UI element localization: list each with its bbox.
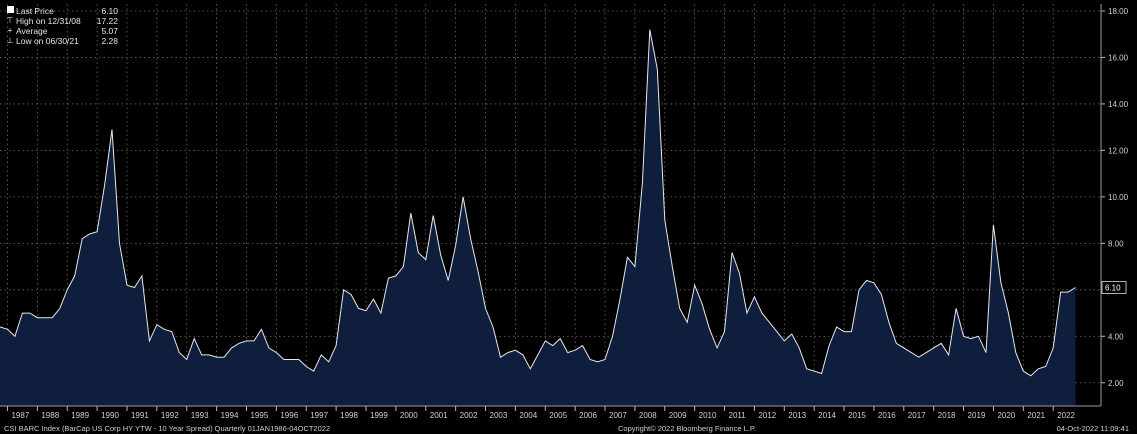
x-tick-label-7: 1994 bbox=[221, 411, 239, 420]
x-tick-label-35: 2022 bbox=[1057, 411, 1075, 420]
x-tick-label-32: 2019 bbox=[968, 411, 986, 420]
x-tick-label-25: 2012 bbox=[758, 411, 776, 420]
x-tick-label-17: 2004 bbox=[519, 411, 537, 420]
legend-item-low: ⊥ Low on 06/30/21 2.28 bbox=[4, 36, 118, 46]
x-tick-label-13: 2000 bbox=[400, 411, 418, 420]
x-tick-label-5: 1992 bbox=[161, 411, 179, 420]
legend-item-last-price: Last Price 6.10 bbox=[4, 6, 118, 16]
x-tick-label-26: 2013 bbox=[788, 411, 806, 420]
area-fill bbox=[0, 29, 1076, 406]
legend-item-average: + Average 5.07 bbox=[4, 26, 118, 36]
legend-label: High on 12/31/08 bbox=[16, 16, 81, 26]
x-tick-label-3: 1990 bbox=[101, 411, 119, 420]
x-tick-label-20: 2007 bbox=[609, 411, 627, 420]
x-tick-label-21: 2008 bbox=[639, 411, 657, 420]
legend-label: Low on 06/30/21 bbox=[16, 36, 79, 46]
x-tick-label-1: 1988 bbox=[41, 411, 59, 420]
y-tick-label-8: 18.00 bbox=[1108, 7, 1129, 16]
x-tick-label-30: 2017 bbox=[908, 411, 926, 420]
x-tick-label-14: 2001 bbox=[430, 411, 448, 420]
y-tick-label-1: 4.00 bbox=[1108, 332, 1124, 341]
footer-security-description: CSI BARC Index (BarCap US Corp HY YTW - … bbox=[4, 424, 331, 433]
y-tick-label-0: 2.00 bbox=[1108, 379, 1124, 388]
footer: CSI BARC Index (BarCap US Corp HY YTW - … bbox=[0, 424, 1137, 434]
square-icon bbox=[6, 6, 14, 13]
legend-label: Average bbox=[16, 26, 48, 36]
x-tick-label-33: 2020 bbox=[997, 411, 1015, 420]
legend-value: 6.10 bbox=[101, 6, 118, 16]
legend-item-high: ⊤ High on 12/31/08 17.22 bbox=[4, 16, 118, 26]
high-marker-icon: ⊤ bbox=[6, 16, 14, 25]
last-price-box bbox=[1101, 281, 1127, 294]
legend-label: Last Price bbox=[16, 6, 54, 16]
x-tick-label-0: 1987 bbox=[11, 411, 29, 420]
x-tick-label-34: 2021 bbox=[1027, 411, 1045, 420]
y-tick-label-7: 16.00 bbox=[1108, 53, 1129, 62]
x-tick-label-29: 2016 bbox=[878, 411, 896, 420]
x-tick-label-31: 2018 bbox=[938, 411, 956, 420]
x-tick-label-16: 2003 bbox=[490, 411, 508, 420]
series-line bbox=[0, 29, 1076, 377]
last-price-tag: 6.10 bbox=[1101, 281, 1127, 294]
last-price-label: 6.10 bbox=[1105, 283, 1121, 292]
x-tick-label-27: 2014 bbox=[818, 411, 836, 420]
x-tick-label-8: 1995 bbox=[250, 411, 268, 420]
x-tick-label-22: 2009 bbox=[669, 411, 687, 420]
legend-value: 17.22 bbox=[96, 16, 118, 26]
x-axis-ticks: 1987 1988 1989 1990 1991 1992 1993 1994 1995 1996… bbox=[6, 406, 1076, 420]
x-tick-label-10: 1997 bbox=[310, 411, 328, 420]
legend: Last Price 6.10 ⊤ High on 12/31/08 17.22… bbox=[4, 6, 118, 46]
y-tick-label-4: 10.00 bbox=[1108, 193, 1129, 202]
y-tick-label-5: 12.00 bbox=[1108, 146, 1129, 155]
x-tick-label-4: 1991 bbox=[131, 411, 149, 420]
x-tick-label-15: 2002 bbox=[460, 411, 478, 420]
x-tick-label-24: 2011 bbox=[729, 411, 747, 420]
x-tick-label-28: 2015 bbox=[848, 411, 866, 420]
x-tick-label-9: 1996 bbox=[280, 411, 298, 420]
footer-timestamp: 04-Oct-2022 11:09:41 bbox=[1056, 424, 1129, 433]
footer-copyright: Copyright© 2022 Bloomberg Finance L.P. bbox=[618, 424, 756, 433]
average-marker-icon: + bbox=[7, 26, 13, 35]
x-tick-label-23: 2010 bbox=[699, 411, 717, 420]
y-tick-label-3: 8.00 bbox=[1108, 239, 1124, 248]
x-tick-label-2: 1989 bbox=[71, 411, 89, 420]
x-tick-label-6: 1993 bbox=[191, 411, 209, 420]
legend-value: 2.28 bbox=[101, 36, 118, 46]
low-marker-icon: ⊥ bbox=[6, 36, 14, 45]
x-tick-label-11: 1998 bbox=[340, 411, 358, 420]
legend-value: 5.07 bbox=[101, 26, 118, 36]
x-tick-label-19: 2006 bbox=[579, 411, 597, 420]
x-tick-label-18: 2005 bbox=[549, 411, 567, 420]
y-tick-label-6: 14.00 bbox=[1108, 100, 1129, 109]
x-tick-label-12: 1999 bbox=[370, 411, 388, 420]
